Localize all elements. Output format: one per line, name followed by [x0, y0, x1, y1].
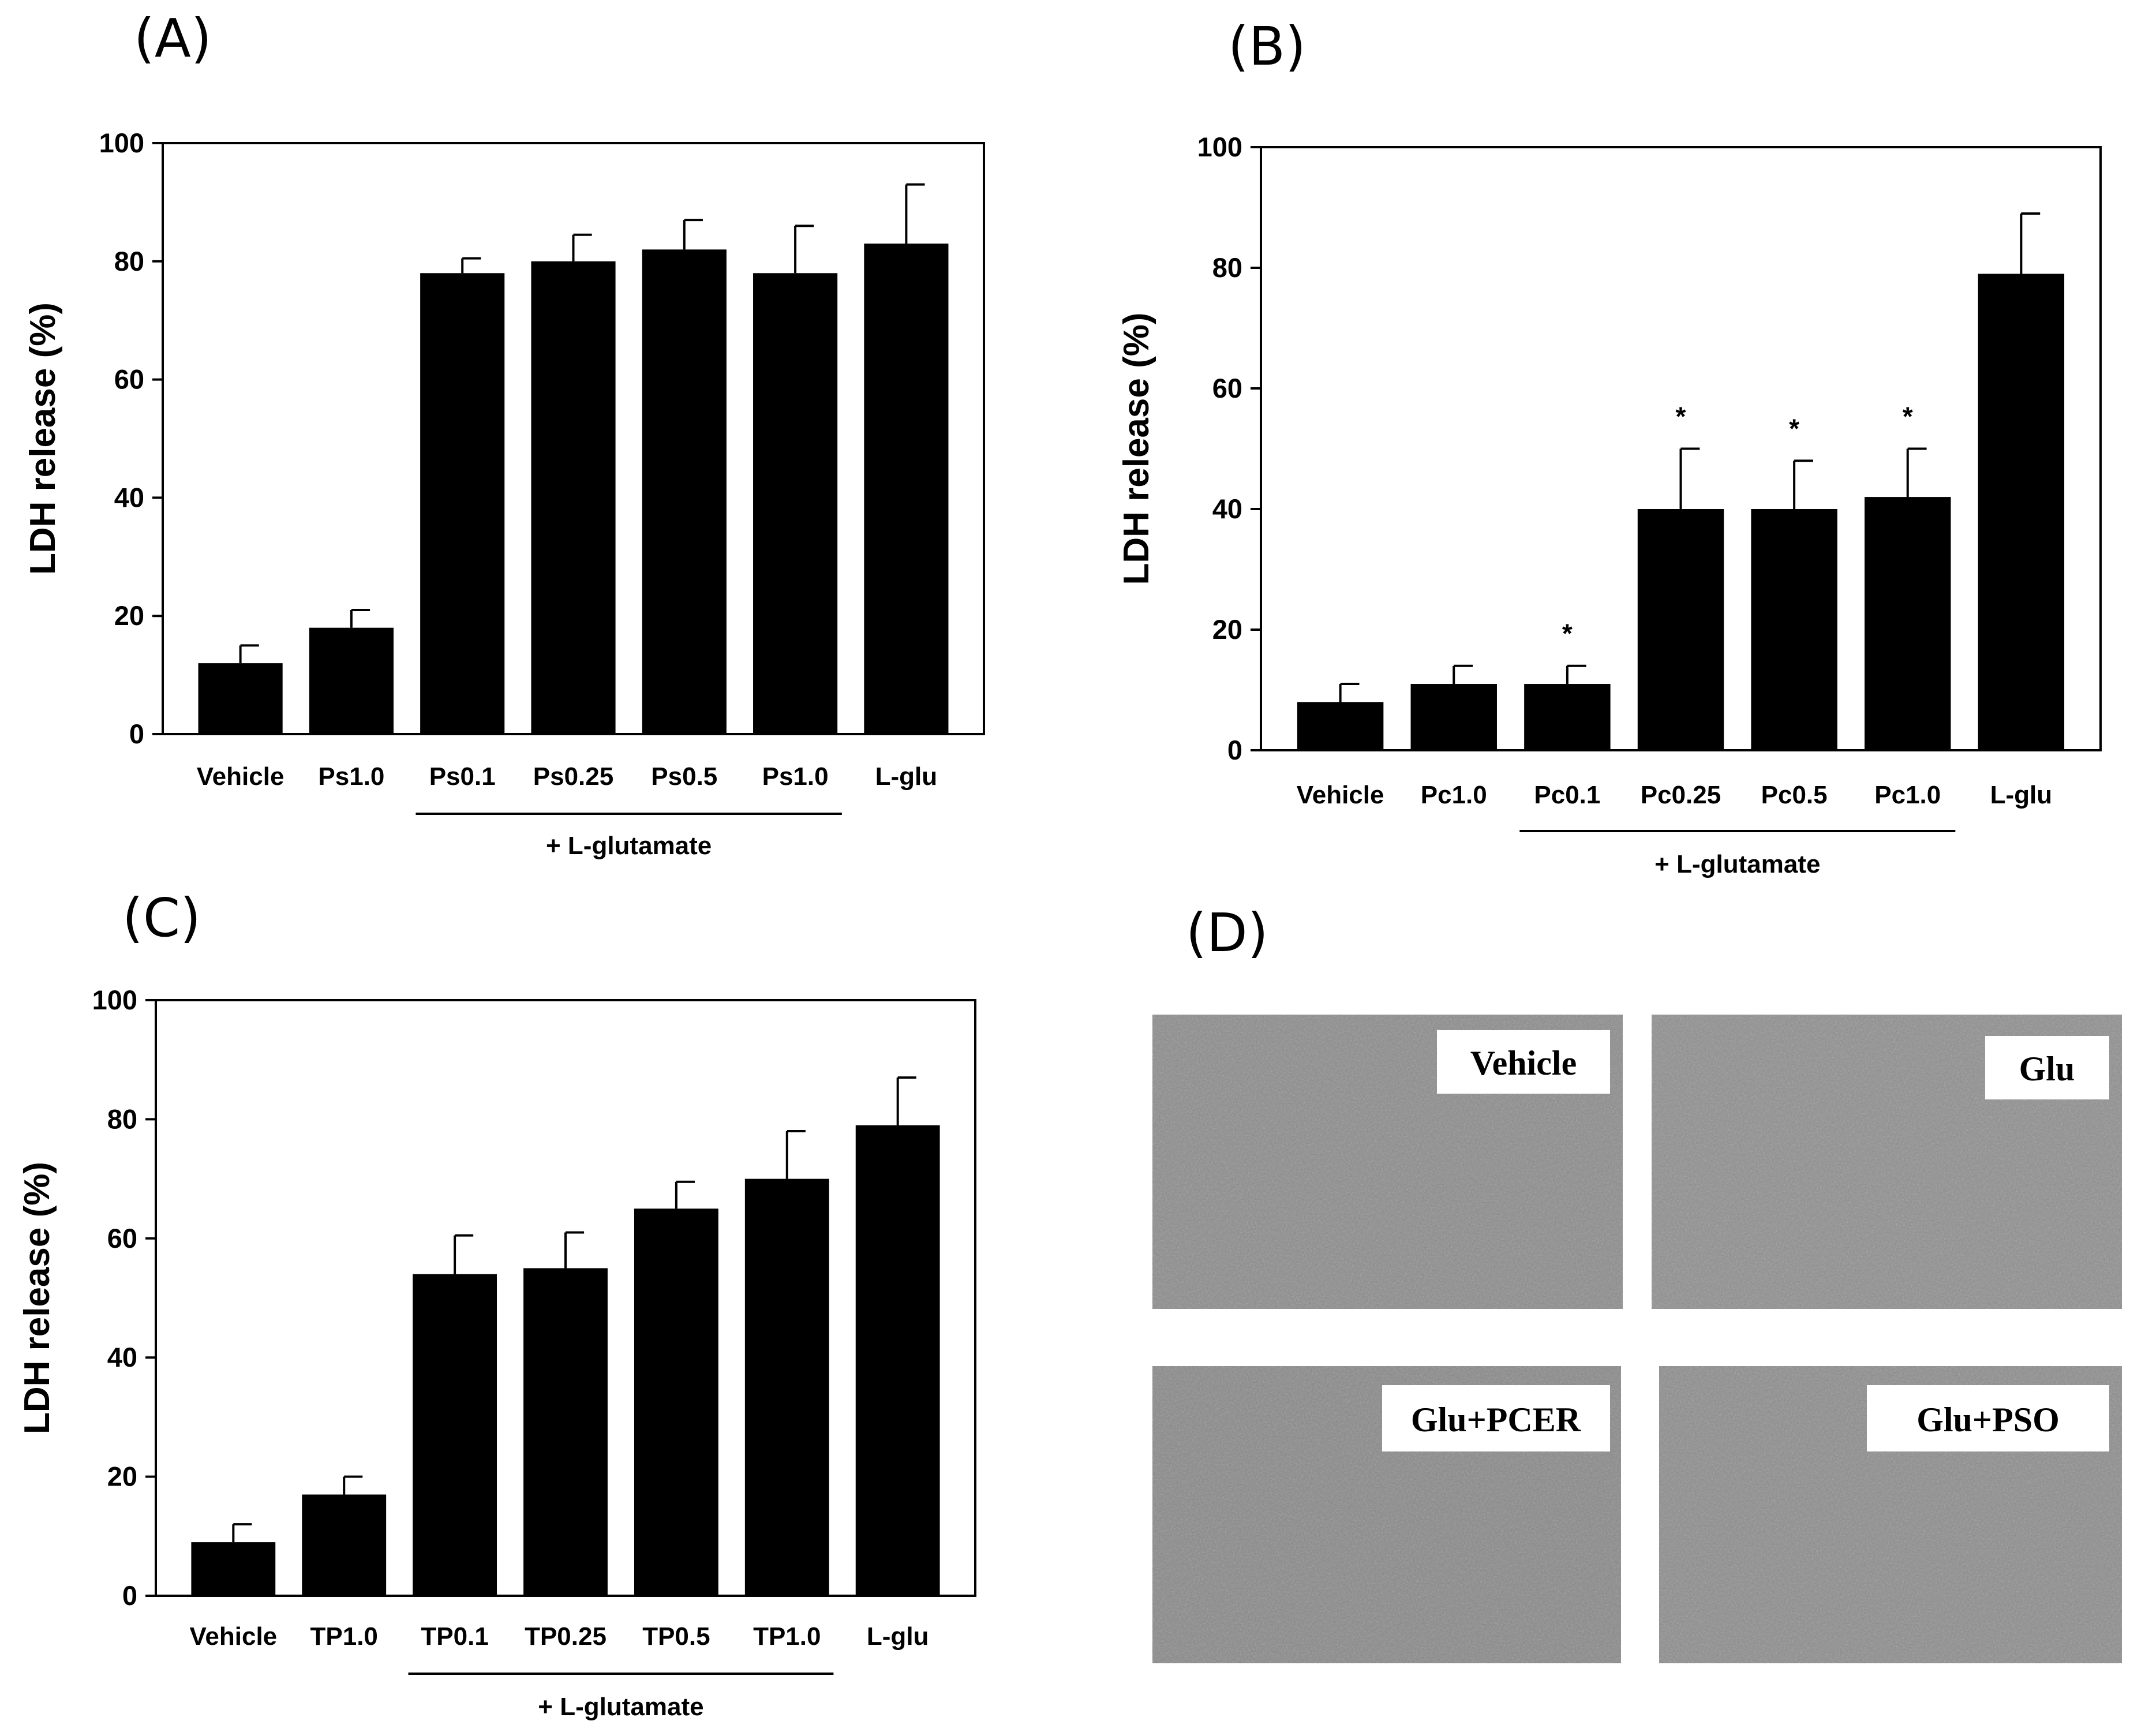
- category-label: Pc0.5: [1761, 781, 1828, 809]
- panel-letter-a: (A): [134, 8, 212, 69]
- category-label: Ps0.1: [429, 762, 496, 791]
- bar: [744, 1178, 829, 1596]
- category-label: Pc0.1: [1534, 781, 1600, 809]
- bar: [420, 273, 505, 734]
- bar: [753, 273, 838, 734]
- bar: [855, 1125, 940, 1596]
- category-label: L-glu: [867, 1622, 929, 1651]
- group-label: + L-glutamate: [546, 832, 712, 860]
- y-tick-label: 60: [107, 1223, 137, 1254]
- micrograph-glu: Glu: [1652, 1015, 2122, 1309]
- micrograph-label: Glu+PSO: [1916, 1401, 2060, 1439]
- bar: [531, 261, 616, 734]
- panel-letter-b: (B): [1228, 16, 1306, 77]
- category-label: Ps0.5: [651, 762, 717, 791]
- chart-a: 0 20 40 60 80 100 LDH release (%) Vehicle Ps1.0 P…: [23, 128, 985, 860]
- y-tick-label: 60: [1212, 373, 1242, 403]
- group-label: + L-glutamate: [1654, 850, 1820, 878]
- y-tick-label: 80: [107, 1103, 137, 1134]
- micrograph-label-box: [1985, 1036, 2109, 1099]
- y-tick-label: 20: [1212, 614, 1242, 645]
- category-label: Vehicle: [189, 1622, 277, 1651]
- y-tick-label: 80: [1212, 252, 1242, 283]
- micrograph-label-box: [1867, 1385, 2109, 1451]
- micrograph-label-box: [1382, 1385, 1610, 1451]
- category-label: Pc1.0: [1874, 781, 1941, 809]
- category-label: TP1.0: [753, 1622, 821, 1651]
- bar: [1410, 684, 1497, 750]
- bar: [1297, 702, 1384, 750]
- y-tick-label: 80: [114, 246, 144, 276]
- category-label: TP1.0: [310, 1622, 378, 1651]
- bar: [1524, 684, 1611, 750]
- bar: [302, 1494, 387, 1596]
- category-label: L-glu: [875, 762, 938, 791]
- category-label: Pc0.25: [1641, 781, 1721, 809]
- y-tick-label: 20: [114, 600, 144, 631]
- category-label: Vehicle: [197, 762, 285, 791]
- bar: [191, 1542, 276, 1596]
- bar: [1751, 509, 1837, 750]
- category-label: Vehicle: [1297, 781, 1384, 809]
- significance-marker: *: [1903, 402, 1913, 432]
- y-tick-label: 100: [1197, 132, 1242, 162]
- bar: [1865, 497, 1951, 750]
- micrograph-label: Glu+PCER: [1411, 1401, 1581, 1439]
- bar: [523, 1268, 608, 1596]
- y-tick-label: 40: [114, 482, 144, 512]
- y-axis-label: LDH release (%): [23, 302, 63, 575]
- y-tick-label: 40: [1212, 493, 1242, 524]
- bar: [1978, 274, 2065, 750]
- micrograph-label: Glu: [2019, 1050, 2075, 1088]
- panel-letter-c: (C): [122, 887, 201, 949]
- micrograph-panel: Vehicle Glu Glu+PCER Glu+PSO: [1152, 1015, 2122, 1663]
- bar: [634, 1209, 718, 1596]
- y-tick-label: 20: [107, 1461, 137, 1492]
- y-tick-label: 100: [99, 128, 144, 158]
- chart-b: 0 20 40 60 80 100 LDH release (%) Vehicle Pc1.0 *…: [1117, 132, 2102, 878]
- category-label: L-glu: [1990, 781, 2053, 809]
- bar: [642, 249, 727, 734]
- panel-letter-d: (D): [1186, 902, 1268, 964]
- category-label: Ps0.25: [533, 762, 613, 791]
- category-label: Ps1.0: [318, 762, 384, 791]
- y-tick-label: 0: [1227, 735, 1242, 765]
- bar: [1637, 509, 1724, 750]
- y-tick-label: 0: [122, 1580, 137, 1611]
- category-label: TP0.1: [421, 1622, 488, 1651]
- bar: [309, 627, 394, 734]
- category-label: TP0.5: [642, 1622, 710, 1651]
- group-label: + L-glutamate: [538, 1693, 703, 1721]
- chart-c: 0 20 40 60 80 100 LDH release (%) Vehicle TP1.0 T…: [17, 985, 976, 1721]
- category-label: Pc1.0: [1421, 781, 1487, 809]
- micrograph-vehicle: Vehicle: [1152, 1015, 1623, 1309]
- y-axis-label: LDH release (%): [1117, 312, 1156, 585]
- category-label: TP0.25: [525, 1622, 607, 1651]
- significance-marker: *: [1676, 402, 1686, 432]
- bar: [198, 663, 283, 734]
- bar: [413, 1274, 497, 1596]
- y-tick-label: 0: [129, 719, 144, 749]
- micrograph-label: Vehicle: [1470, 1044, 1577, 1082]
- micrograph-label-box: [1437, 1030, 1610, 1094]
- micrograph-glu-pcer: Glu+PCER: [1152, 1366, 1621, 1663]
- significance-marker: *: [1789, 413, 1799, 443]
- y-tick-label: 100: [92, 985, 137, 1015]
- y-tick-label: 40: [107, 1342, 137, 1372]
- y-tick-label: 60: [114, 364, 144, 395]
- bar: [864, 244, 949, 735]
- y-axis-label: LDH release (%): [17, 1162, 57, 1434]
- category-label: Ps1.0: [762, 762, 829, 791]
- significance-marker: *: [1562, 619, 1573, 649]
- micrograph-glu-pso: Glu+PSO: [1659, 1366, 2122, 1663]
